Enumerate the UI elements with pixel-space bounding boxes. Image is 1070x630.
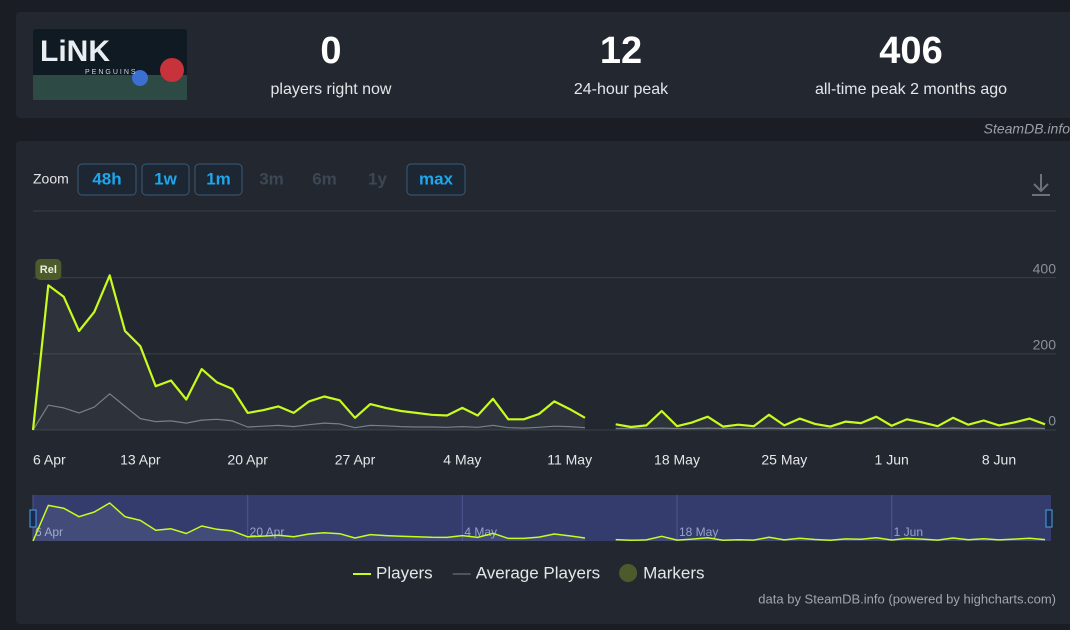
- navigator-handle[interactable]: [29, 509, 37, 528]
- zoom-button-label: 1m: [206, 169, 231, 188]
- legend-label[interactable]: Markers: [643, 563, 704, 582]
- x-tick-label: 11 May: [547, 452, 592, 468]
- legend-label[interactable]: Average Players: [476, 563, 600, 582]
- zoom-button[interactable]: [141, 163, 190, 196]
- stat-label: 24-hour peak: [574, 81, 669, 98]
- stat-value: 0: [320, 30, 341, 72]
- stat-value: 406: [879, 30, 942, 72]
- y-tick-label: 400: [1033, 260, 1057, 276]
- navigator-tick-label: 4 May: [464, 525, 497, 539]
- stat-label: all-time peak 2 months ago: [815, 81, 1007, 98]
- stat-label: players right now: [271, 81, 392, 98]
- navigator-tick-label: 18 May: [679, 525, 718, 539]
- logo-subtitle: PENGUINS: [85, 69, 138, 76]
- logo-ground: [33, 75, 187, 100]
- download-glyph: [1032, 174, 1050, 196]
- navigator-window[interactable]: [33, 495, 1051, 541]
- chart-card: [16, 141, 1070, 624]
- marker-flag: [35, 259, 62, 280]
- legend-swatch: [619, 564, 638, 582]
- zoom-button-label: 6m: [312, 169, 337, 188]
- y-tick-label: 0: [1048, 413, 1056, 429]
- logo-title: LiNK: [40, 35, 110, 68]
- zoom-button[interactable]: [194, 163, 243, 196]
- x-tick-label: 13 Apr: [120, 452, 161, 468]
- navigator-tick-label: 1 Jun: [894, 525, 923, 539]
- average-line: [32, 393, 1046, 431]
- navigator-line: [32, 502, 1046, 542]
- x-tick-label: 8 Jun: [982, 452, 1016, 468]
- navigator-tick-label: 6 Apr: [35, 525, 63, 539]
- logo-penguin: [132, 70, 148, 86]
- x-tick-label: 18 May: [654, 452, 700, 468]
- zoom-button[interactable]: [77, 163, 137, 196]
- zoom-buttons: 48h 1w 1m 3m 6m 1y max: [77, 163, 466, 196]
- x-tick-label: 1 Jun: [875, 452, 909, 468]
- y-tick-label: 200: [1033, 337, 1057, 353]
- x-tick-label: 6 Apr: [33, 452, 66, 468]
- x-tick-label: 25 May: [761, 452, 807, 468]
- zoom-button-label: 1y: [368, 169, 387, 188]
- legend-label[interactable]: Players: [376, 563, 433, 582]
- navigator-handle[interactable]: [1045, 509, 1053, 528]
- stat-value: 12: [600, 30, 642, 72]
- players-line: [31, 274, 1046, 431]
- players-area: [33, 275, 1045, 430]
- logo-penguin: [160, 58, 184, 82]
- zoom-button[interactable]: [406, 163, 466, 196]
- navigator-area: [33, 503, 1045, 541]
- x-tick-label: 20 Apr: [227, 452, 268, 468]
- credits: data by SteamDB.info (powered by highcha…: [758, 591, 1056, 606]
- zoom-button-label: max: [419, 169, 454, 188]
- watermark: SteamDB.info: [984, 121, 1070, 137]
- zoom-button-label: 1w: [154, 169, 177, 188]
- legend: Players Average Players Markers: [353, 563, 705, 582]
- zoom-button-label: 48h: [92, 169, 121, 188]
- download-icon[interactable]: [1032, 174, 1050, 196]
- x-tick-label: 27 Apr: [335, 452, 376, 468]
- zoom-button-label: 3m: [259, 169, 284, 188]
- stats-card: [16, 12, 1070, 118]
- zoom-label: Zoom: [33, 171, 69, 187]
- x-tick-label: 4 May: [443, 452, 481, 468]
- plot: 0 200 400 6 Apr 13 Apr 20 Apr 27 Apr 4 May 11 Ma…: [31, 259, 1057, 468]
- marker-label: Rel: [40, 264, 57, 276]
